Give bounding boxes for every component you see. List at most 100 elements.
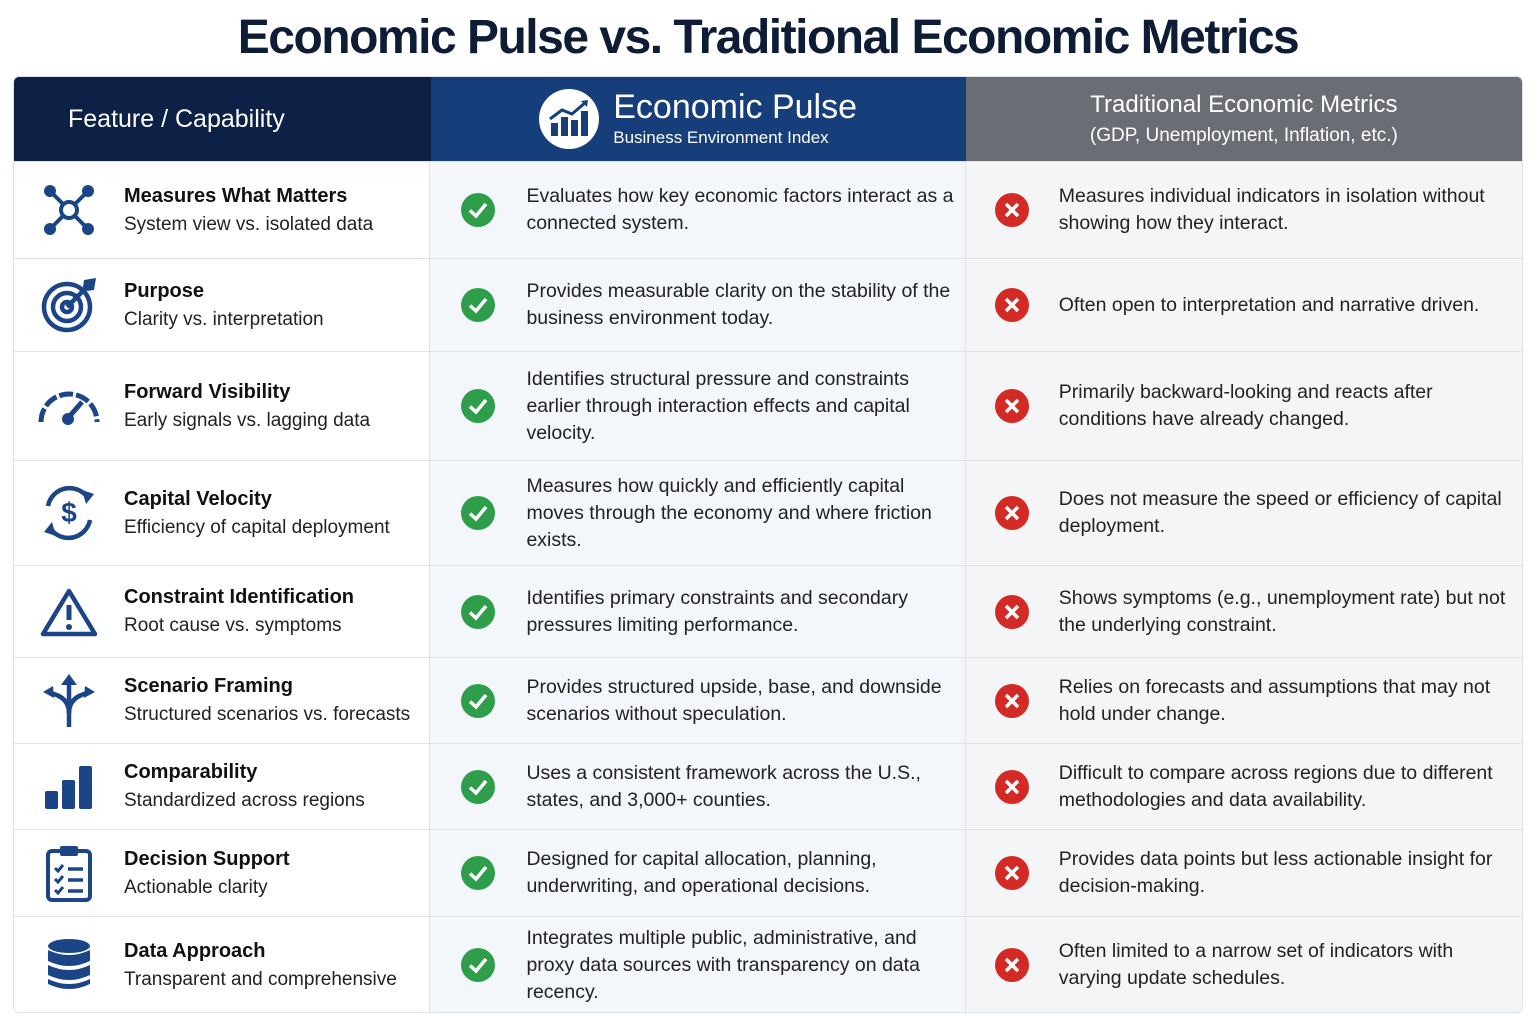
pulse-description: Integrates multiple public, administrati… xyxy=(526,926,920,1003)
header-economic-pulse-title: Economic Pulse xyxy=(613,88,858,126)
check-icon xyxy=(430,594,526,630)
table-row: Comparability Standardized across regions… xyxy=(14,743,1522,829)
cross-icon xyxy=(966,388,1059,424)
comparison-table: Feature / Capability Economic Pulse Busi… xyxy=(13,76,1523,1013)
check-icon xyxy=(430,388,526,424)
feature-subtitle: Clarity vs. interpretation xyxy=(124,308,324,330)
clipboard-checklist-icon xyxy=(14,843,124,903)
feature-subtitle: Standardized across regions xyxy=(124,790,365,811)
header-economic-pulse-subtitle: Business Environment Index xyxy=(613,128,829,147)
network-icon xyxy=(14,183,124,237)
feature-name: Purpose xyxy=(124,279,205,302)
table-row: Constraint Identification Root cause vs. … xyxy=(14,565,1522,657)
dollar-cycle-icon: $ xyxy=(14,482,124,544)
split-arrows-icon xyxy=(14,673,124,729)
cross-icon xyxy=(966,287,1059,323)
feature-cell: Comparability Standardized across regions xyxy=(14,744,431,829)
pulse-cell: Identifies structural pressure and const… xyxy=(430,352,966,460)
pulse-description: Identifies primary constraints and secon… xyxy=(526,586,908,636)
pulse-cell: Uses a consistent framework across the U… xyxy=(430,744,966,829)
cross-icon xyxy=(966,683,1059,719)
feature-cell: Decision Support Actionable clarity xyxy=(14,830,431,916)
pulse-description: Evaluates how key economic factors inter… xyxy=(526,185,954,234)
table-row: Scenario Framing Structured scenarios vs.… xyxy=(14,657,1522,743)
pulse-description: Identifies structural pressure and const… xyxy=(526,367,910,444)
pulse-description: Designed for capital allocation, plannin… xyxy=(526,848,877,897)
check-icon xyxy=(430,192,526,228)
traditional-cell: Shows symptoms (e.g., unemployment rate)… xyxy=(965,566,1522,657)
table-header: Feature / Capability Economic Pulse Busi… xyxy=(14,77,1522,161)
feature-name: Decision Support xyxy=(124,847,290,870)
header-traditional: Traditional Economic Metrics (GDP, Unemp… xyxy=(965,77,1522,161)
table-row: Measures What Matters System view vs. iso… xyxy=(14,161,1522,258)
feature-name: Data Approach xyxy=(124,939,266,962)
feature-cell: Forward Visibility Early signals vs. lagg… xyxy=(14,352,431,460)
table-row: Data Approach Transparent and comprehensi… xyxy=(14,916,1522,1012)
feature-cell: Measures What Matters System view vs. iso… xyxy=(14,162,431,258)
pulse-cell: Provides measurable clarity on the stabi… xyxy=(430,259,966,351)
feature-name: Constraint Identification xyxy=(124,586,354,608)
check-icon xyxy=(430,855,526,891)
traditional-description: Difficult to compare across regions due … xyxy=(1058,761,1493,811)
feature-subtitle: Efficiency of capital deployment xyxy=(124,516,390,538)
pulse-cell: Provides structured upside, base, and do… xyxy=(430,658,966,743)
traditional-description: Measures individual indicators in isolat… xyxy=(1058,185,1485,234)
check-icon xyxy=(430,287,526,323)
table-row: $ Capital Velocity Efficiency of capital … xyxy=(14,460,1522,565)
traditional-description: Often limited to a narrow set of indicat… xyxy=(1058,940,1454,989)
traditional-description: Provides data points but less actionable… xyxy=(1058,848,1493,897)
header-feature: Feature / Capability xyxy=(14,77,431,161)
traditional-description: Shows symptoms (e.g., unemployment rate)… xyxy=(1058,586,1506,636)
pulse-cell: Identifies primary constraints and secon… xyxy=(430,566,966,657)
pulse-description: Provides measurable clarity on the stabi… xyxy=(526,280,951,329)
warning-icon xyxy=(14,587,124,637)
check-icon xyxy=(430,769,526,805)
cross-icon xyxy=(966,947,1059,983)
traditional-cell: Primarily backward-looking and reacts af… xyxy=(965,352,1522,460)
svg-text:$: $ xyxy=(61,497,77,528)
feature-name: Forward Visibility xyxy=(124,380,291,403)
gauge-icon xyxy=(14,384,124,428)
table-row: Forward Visibility Early signals vs. lagg… xyxy=(14,351,1522,460)
traditional-description: Primarily backward-looking and reacts af… xyxy=(1058,381,1433,430)
feature-name: Measures What Matters xyxy=(124,184,348,207)
feature-subtitle: Early signals vs. lagging data xyxy=(124,409,371,431)
pulse-description: Provides structured upside, base, and do… xyxy=(526,675,942,725)
pulse-description: Uses a consistent framework across the U… xyxy=(526,761,921,811)
traditional-cell: Often limited to a narrow set of indicat… xyxy=(965,917,1522,1012)
traditional-description: Does not measure the speed or efficiency… xyxy=(1058,488,1502,537)
feature-cell: $ Capital Velocity Efficiency of capital … xyxy=(14,461,431,565)
database-icon xyxy=(14,938,124,992)
traditional-cell: Relies on forecasts and assumptions that… xyxy=(965,658,1522,743)
header-traditional-subtitle: (GDP, Unemployment, Inflation, etc.) xyxy=(1089,125,1398,146)
header-economic-pulse: Economic Pulse Business Environment Inde… xyxy=(430,77,966,161)
target-icon xyxy=(14,276,124,334)
pulse-cell: Integrates multiple public, administrati… xyxy=(430,917,966,1012)
feature-subtitle: Root cause vs. symptoms xyxy=(124,615,342,636)
feature-subtitle: Actionable clarity xyxy=(124,876,268,898)
feature-name: Capital Velocity xyxy=(124,487,272,510)
feature-cell: Constraint Identification Root cause vs. … xyxy=(14,566,431,657)
check-icon xyxy=(430,495,526,531)
cross-icon xyxy=(966,855,1059,891)
bar-chart-icon xyxy=(14,763,124,811)
cross-icon xyxy=(966,192,1059,228)
check-icon xyxy=(430,683,526,719)
traditional-cell: Provides data points but less actionable… xyxy=(965,830,1522,916)
header-traditional-title: Traditional Economic Metrics xyxy=(1090,91,1398,118)
feature-cell: Purpose Clarity vs. interpretation xyxy=(14,259,431,351)
table-row: Purpose Clarity vs. interpretation Provid… xyxy=(14,258,1522,351)
traditional-cell: Difficult to compare across regions due … xyxy=(965,744,1522,829)
pulse-cell: Designed for capital allocation, plannin… xyxy=(430,830,966,916)
page-title: Economic Pulse vs. Traditional Economic … xyxy=(237,11,1300,64)
cross-icon xyxy=(966,495,1059,531)
traditional-cell: Often open to interpretation and narrati… xyxy=(965,259,1522,351)
cross-icon xyxy=(966,769,1059,805)
pulse-description: Measures how quickly and efficiently cap… xyxy=(526,474,932,551)
traditional-cell: Measures individual indicators in isolat… xyxy=(965,162,1522,258)
cross-icon xyxy=(966,594,1059,630)
feature-cell: Scenario Framing Structured scenarios vs.… xyxy=(14,658,431,743)
feature-name: Comparability xyxy=(124,761,258,783)
traditional-description: Relies on forecasts and assumptions that… xyxy=(1058,675,1491,725)
pulse-cell: Measures how quickly and efficiently cap… xyxy=(430,461,966,565)
